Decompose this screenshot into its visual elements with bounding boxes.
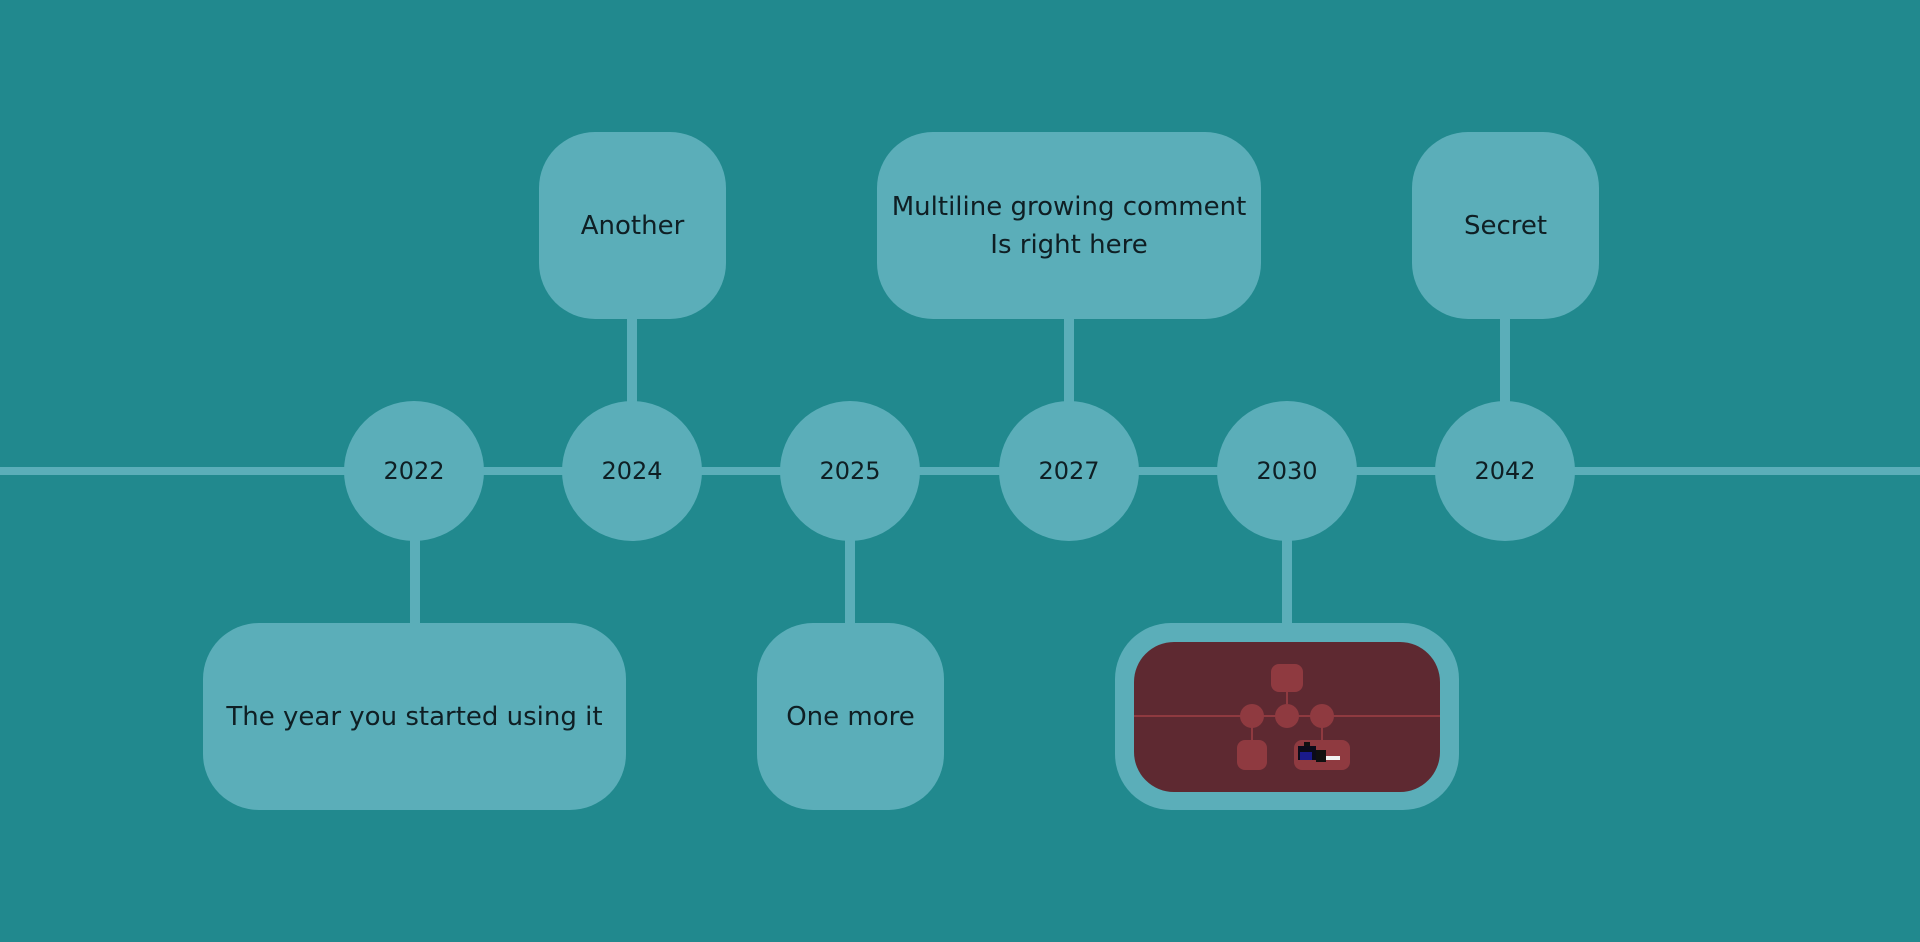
year-label: 2025 — [819, 457, 881, 485]
comment-card-2042[interactable]: Secret — [1412, 132, 1599, 319]
preview-connector — [1251, 726, 1253, 740]
preview-connector — [1286, 690, 1288, 704]
preview-connector — [1321, 726, 1323, 740]
comment-text: Another — [580, 210, 685, 241]
comment-card-2027[interactable]: Multiline growing comment Is right here — [877, 132, 1261, 319]
preview-card-2030[interactable] — [1115, 623, 1459, 810]
comment-text: One more — [786, 701, 915, 732]
comment-text: Secret — [1463, 210, 1548, 241]
year-label: 2022 — [383, 457, 445, 485]
connector-2022 — [410, 540, 420, 624]
connector-2024 — [627, 318, 637, 402]
comment-multiline: Multiline growing comment Is right here — [892, 188, 1247, 264]
preview-node — [1275, 704, 1299, 728]
comment-card-2025[interactable]: One more — [757, 623, 944, 810]
year-node-2030[interactable]: 2030 — [1217, 401, 1357, 541]
preview-glitch — [1316, 750, 1326, 762]
year-node-2024[interactable]: 2024 — [562, 401, 702, 541]
year-label: 2027 — [1038, 457, 1100, 485]
preview-glitch — [1300, 752, 1312, 760]
year-node-2027[interactable]: 2027 — [999, 401, 1139, 541]
comment-line: Is right here — [990, 229, 1148, 260]
preview-node — [1240, 704, 1264, 728]
preview-card — [1237, 740, 1267, 770]
timeline-axis — [0, 467, 1920, 475]
preview-card — [1271, 664, 1303, 692]
year-node-2022[interactable]: 2022 — [344, 401, 484, 541]
year-label: 2030 — [1256, 457, 1318, 485]
preview-glitch — [1304, 742, 1310, 746]
connector-2027 — [1064, 318, 1074, 402]
connector-2025 — [845, 540, 855, 624]
comment-card-2022[interactable]: The year you started using it — [203, 623, 626, 810]
comment-card-2024[interactable]: Another — [539, 132, 726, 319]
preview-thumbnail — [1134, 642, 1440, 792]
connector-2030 — [1282, 540, 1292, 624]
preview-glitch — [1326, 756, 1340, 760]
preview-node — [1310, 704, 1334, 728]
year-node-2042[interactable]: 2042 — [1435, 401, 1575, 541]
connector-2042 — [1500, 318, 1510, 402]
year-label: 2042 — [1474, 457, 1536, 485]
year-node-2025[interactable]: 2025 — [780, 401, 920, 541]
year-label: 2024 — [601, 457, 663, 485]
comment-line: Multiline growing comment — [891, 191, 1247, 222]
comment-text: The year you started using it — [226, 701, 603, 732]
